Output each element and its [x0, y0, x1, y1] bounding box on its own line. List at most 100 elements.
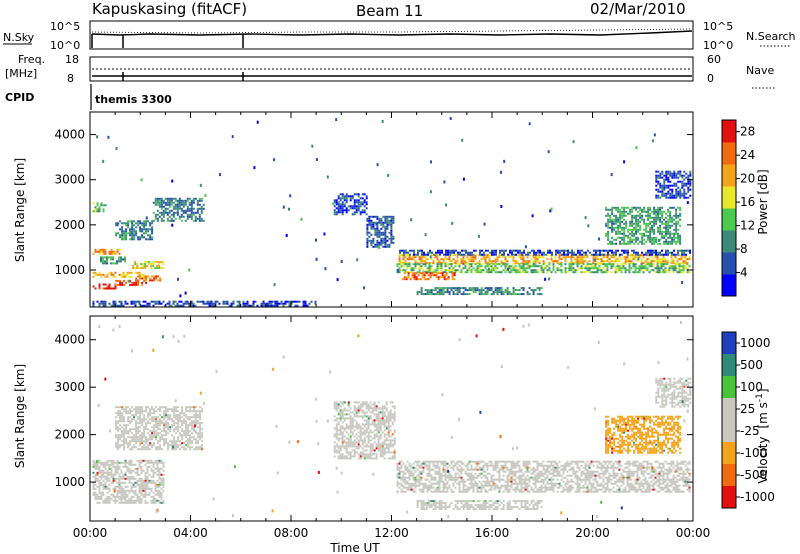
- power-noise-point: [503, 159, 506, 163]
- velocity-echo-cell: [124, 463, 127, 466]
- power-echo-cell: [270, 304, 273, 307]
- velocity-echo-cell: [404, 464, 407, 467]
- power-echo-cell: [118, 300, 121, 303]
- velocity-echo-cell: [367, 435, 370, 438]
- velocity-echo-cell: [341, 453, 344, 456]
- power-echo-cell: [616, 265, 619, 268]
- power-echo-cell: [119, 236, 122, 239]
- power-echo-cell: [472, 258, 475, 261]
- velocity-echo-cell: [155, 438, 158, 441]
- power-echo-cell: [492, 293, 495, 296]
- power-echo-cell: [632, 256, 635, 259]
- power-echo-cell: [593, 253, 595, 256]
- velocity-echo-cell: [108, 479, 111, 482]
- power-echo-cell: [604, 256, 607, 259]
- velocity-echo-cell: [94, 491, 97, 494]
- velocity-echo-cell: [389, 443, 392, 446]
- power-echo-cell: [355, 209, 358, 212]
- velocity-echo-cell: [129, 408, 132, 411]
- velocity-echo-cell: [137, 448, 140, 451]
- power-echo-cell: [663, 174, 666, 177]
- power-echo-cell: [129, 238, 132, 241]
- power-echo-cell: [663, 222, 666, 225]
- power-echo-cell: [621, 214, 624, 217]
- velocity-echo-cell: [383, 447, 386, 450]
- velocity-echo-cell: [149, 444, 152, 447]
- power-echo-cell: [444, 291, 447, 294]
- power-echo-cell: [413, 274, 416, 277]
- power-noise-point: [549, 209, 552, 213]
- power-echo-cell: [222, 302, 225, 305]
- power-echo-cell: [238, 302, 241, 305]
- velocity-echo-cell: [191, 410, 194, 413]
- power-echo-cell: [667, 176, 670, 179]
- power-echo-cell: [534, 260, 537, 263]
- power-echo-cell: [503, 249, 505, 252]
- velocity-echo-cell: [92, 471, 95, 474]
- velocity-echo-cell: [127, 416, 130, 419]
- power-echo-cell: [677, 220, 680, 223]
- power-echo-cell: [130, 300, 133, 303]
- power-echo-cell: [355, 193, 358, 196]
- power-echo-cell: [679, 218, 682, 221]
- power-echo-cell: [644, 265, 647, 268]
- power-echo-cell: [160, 217, 163, 220]
- velocity-echo-cell: [141, 440, 144, 443]
- power-echo-cell: [634, 265, 637, 268]
- velocity-echo-cell: [106, 485, 109, 488]
- power-echo-cell: [436, 267, 439, 270]
- power-echo-cell: [607, 234, 610, 237]
- velocity-echo-cell: [201, 446, 204, 449]
- power-echo-cell: [131, 236, 134, 239]
- power-echo-cell: [434, 287, 437, 290]
- power-echo-cell: [617, 230, 620, 233]
- power-echo-cell: [634, 263, 637, 266]
- power-echo-cell: [114, 300, 117, 303]
- power-echo-cell: [298, 300, 301, 303]
- power-echo-cell: [594, 265, 597, 268]
- velocity-echo-cell: [398, 460, 401, 463]
- power-echo-cell: [142, 265, 145, 267]
- power-echo-cell: [668, 269, 671, 272]
- power-echo-cell: [512, 267, 515, 270]
- velocity-echo-cell: [108, 473, 111, 476]
- power-echo-cell: [116, 250, 119, 253]
- power-echo-cell: [366, 223, 369, 226]
- power-echo-cell: [442, 258, 445, 261]
- power-echo-cell: [108, 302, 111, 305]
- velocity-echo-cell: [341, 445, 344, 448]
- velocity-echo-cell: [138, 491, 141, 494]
- power-echo-cell: [520, 287, 523, 290]
- power-echo-cell: [353, 203, 356, 206]
- power-echo-cell: [345, 211, 348, 214]
- power-colorbar-tick-label: 16: [740, 195, 755, 209]
- velocity-echo-cell: [121, 426, 124, 429]
- power-echo-cell: [407, 274, 410, 277]
- velocity-echo-cell: [357, 401, 360, 404]
- power-echo-cell: [424, 260, 427, 263]
- power-echo-cell: [586, 254, 589, 257]
- velocity-echo-cell: [115, 428, 118, 431]
- power-echo-cell: [384, 225, 387, 228]
- power-echo-cell: [588, 269, 591, 272]
- velocity-echo-cell: [130, 501, 133, 504]
- power-echo-cell: [636, 271, 639, 274]
- velocity-echo-cell: [128, 501, 131, 504]
- power-echo-cell: [142, 273, 145, 276]
- power-echo-cell: [208, 302, 211, 305]
- power-colorbar-tick-label: 12: [740, 219, 755, 233]
- power-echo-cell: [390, 223, 393, 226]
- power-echo-cell: [337, 207, 340, 210]
- velocity-echo-cell: [112, 499, 115, 502]
- power-echo-cell: [488, 260, 491, 263]
- power-echo-cell: [522, 289, 525, 292]
- velocity-echo-cell: [195, 418, 198, 421]
- power-echo-cell: [568, 265, 571, 268]
- velocity-echo-cell: [347, 425, 350, 428]
- power-echo-cell: [98, 287, 101, 290]
- power-echo-cell: [190, 217, 193, 220]
- power-echo-cell: [609, 216, 612, 219]
- power-echo-cell: [376, 239, 379, 242]
- velocity-echo-cell: [131, 448, 134, 451]
